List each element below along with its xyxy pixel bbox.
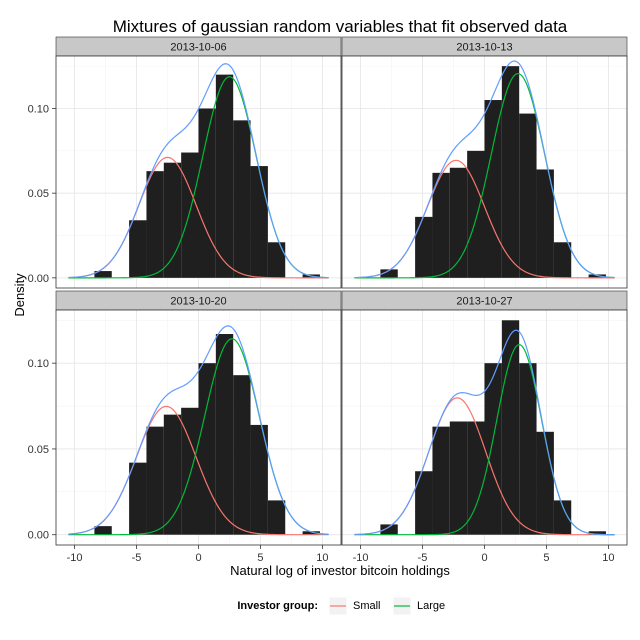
histogram-bar <box>94 526 112 535</box>
histogram-bar <box>302 531 320 535</box>
y-tick-label: 0.05 <box>28 188 49 200</box>
x-tick-label: 0 <box>195 552 201 564</box>
histogram-bar <box>129 462 147 535</box>
histogram-bar <box>380 269 398 278</box>
chart-title: Mixtures of gaussian random variables th… <box>113 17 568 36</box>
x-tick-label: -5 <box>418 552 428 564</box>
facet-strip-label: 2013-10-13 <box>456 42 512 54</box>
histogram-bar <box>588 274 606 278</box>
legend: Investor group: Small Large <box>237 596 445 616</box>
x-tick-label: -10 <box>353 552 369 564</box>
histogram-bar <box>467 421 485 535</box>
panel-border <box>341 55 628 289</box>
histogram-bar <box>181 152 199 278</box>
legend-label-large: Large <box>417 600 445 612</box>
x-tick-label: 10 <box>602 552 614 564</box>
histogram-bar <box>267 500 286 535</box>
histogram-bar <box>181 407 199 535</box>
x-tick-label: 5 <box>543 552 549 564</box>
histogram-bar <box>129 220 147 278</box>
x-tick-label: 10 <box>316 552 328 564</box>
histogram-bar <box>163 414 182 535</box>
histogram-bar <box>501 320 520 535</box>
histogram-bar <box>588 531 606 535</box>
x-tick-label: 5 <box>257 552 263 564</box>
histogram-bar <box>536 431 554 535</box>
histogram-bar <box>415 216 433 278</box>
histogram-bar <box>380 524 398 535</box>
curve-mixture <box>68 63 329 279</box>
histogram-bar <box>415 471 433 535</box>
histogram-bar <box>432 172 450 278</box>
x-tick-label: -10 <box>67 552 83 564</box>
legend-key-large <box>392 596 412 616</box>
histogram-bar <box>432 426 450 535</box>
curve-mixture <box>68 325 329 535</box>
facet-strip-label: 2013-10-27 <box>456 296 512 308</box>
histogram-bar <box>198 108 216 278</box>
facet-strip-label: 2013-10-20 <box>170 296 226 308</box>
histogram-bar <box>233 120 251 278</box>
legend-title: Investor group: <box>237 600 318 612</box>
x-axis-title: Natural log of investor bitcoin holdings <box>230 563 450 578</box>
histogram-bar <box>94 271 112 278</box>
histogram-bar <box>519 113 537 278</box>
histogram-bar <box>215 334 234 535</box>
y-axis-title: Density <box>12 273 27 317</box>
y-tick-label: 0.00 <box>28 273 49 285</box>
y-tick-label: 0.10 <box>28 358 49 370</box>
facet-panel-4: 2013-10-27 -10 -5 0 5 10 <box>341 290 628 564</box>
histogram-bar <box>215 74 234 278</box>
curve-mixture <box>354 329 615 536</box>
facet-panel-2: 2013-10-13 <box>341 36 628 289</box>
histogram-bar <box>233 375 251 535</box>
histogram-bar <box>146 171 164 278</box>
histogram-bar <box>484 363 502 535</box>
histogram-bar <box>449 167 468 278</box>
x-tick-label: 0 <box>481 552 487 564</box>
facet-panel-1: 2013-10-06 0.00 0.05 0.10 <box>28 36 342 289</box>
legend-key-small <box>328 596 348 616</box>
facet-strip-label: 2013-10-06 <box>170 42 226 54</box>
histogram-bar <box>484 100 502 278</box>
histogram-bar <box>501 66 520 278</box>
histogram-bar <box>250 166 268 278</box>
y-tick-label: 0.00 <box>28 530 49 542</box>
histogram-bar <box>163 162 182 278</box>
histogram-bar <box>536 169 554 278</box>
facet-panels: 2013-10-06 0.00 0.05 0.10 2013-10-13 2013-10-… <box>28 36 628 564</box>
histogram-bar <box>198 363 216 535</box>
x-tick-label: -5 <box>132 552 142 564</box>
legend-label-small: Small <box>353 600 381 612</box>
histogram-bar <box>449 421 468 535</box>
histogram-bar <box>553 242 572 278</box>
curve-mixture <box>354 60 615 279</box>
panel-border <box>55 55 342 289</box>
facet-panel-3: 2013-10-20 0.00 0.05 0.10 -10 -5 0 5 10 <box>28 290 342 564</box>
y-tick-label: 0.10 <box>28 103 49 115</box>
y-tick-label: 0.05 <box>28 444 49 456</box>
histogram-bar <box>519 363 537 535</box>
histogram-bar <box>267 242 286 278</box>
histogram-bar <box>553 500 572 535</box>
histogram-bar <box>146 426 164 535</box>
histogram-bar <box>467 150 485 278</box>
histogram-bar <box>250 424 268 535</box>
